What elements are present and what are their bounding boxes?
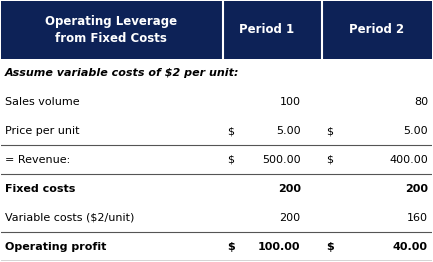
- Text: $: $: [227, 155, 234, 165]
- Text: $: $: [326, 126, 333, 136]
- Text: 5.00: 5.00: [276, 126, 301, 136]
- Text: 200: 200: [278, 184, 301, 194]
- Text: $: $: [227, 242, 235, 252]
- Text: 500.00: 500.00: [262, 155, 301, 165]
- Text: = Revenue:: = Revenue:: [5, 155, 70, 165]
- Text: 40.00: 40.00: [393, 242, 428, 252]
- Text: Fixed costs: Fixed costs: [5, 184, 75, 194]
- Text: $: $: [326, 242, 334, 252]
- Text: 5.00: 5.00: [404, 126, 428, 136]
- Text: 80: 80: [414, 97, 428, 107]
- Text: Period 2: Period 2: [349, 23, 404, 36]
- Text: Sales volume: Sales volume: [5, 97, 80, 107]
- Text: Assume variable costs of $2 per unit:: Assume variable costs of $2 per unit:: [5, 68, 239, 78]
- Text: 400.00: 400.00: [389, 155, 428, 165]
- Text: $: $: [326, 155, 333, 165]
- Text: 200: 200: [405, 184, 428, 194]
- Text: Operating Leverage
from Fixed Costs: Operating Leverage from Fixed Costs: [45, 15, 177, 45]
- FancyBboxPatch shape: [1, 1, 432, 59]
- Text: 100: 100: [280, 97, 301, 107]
- Text: 200: 200: [280, 213, 301, 223]
- Text: Variable costs ($2/unit): Variable costs ($2/unit): [5, 213, 134, 223]
- Text: 160: 160: [407, 213, 428, 223]
- Text: $: $: [227, 126, 234, 136]
- Text: 100.00: 100.00: [258, 242, 301, 252]
- Text: Period 1: Period 1: [239, 23, 294, 36]
- Text: Price per unit: Price per unit: [5, 126, 80, 136]
- Text: Operating profit: Operating profit: [5, 242, 107, 252]
